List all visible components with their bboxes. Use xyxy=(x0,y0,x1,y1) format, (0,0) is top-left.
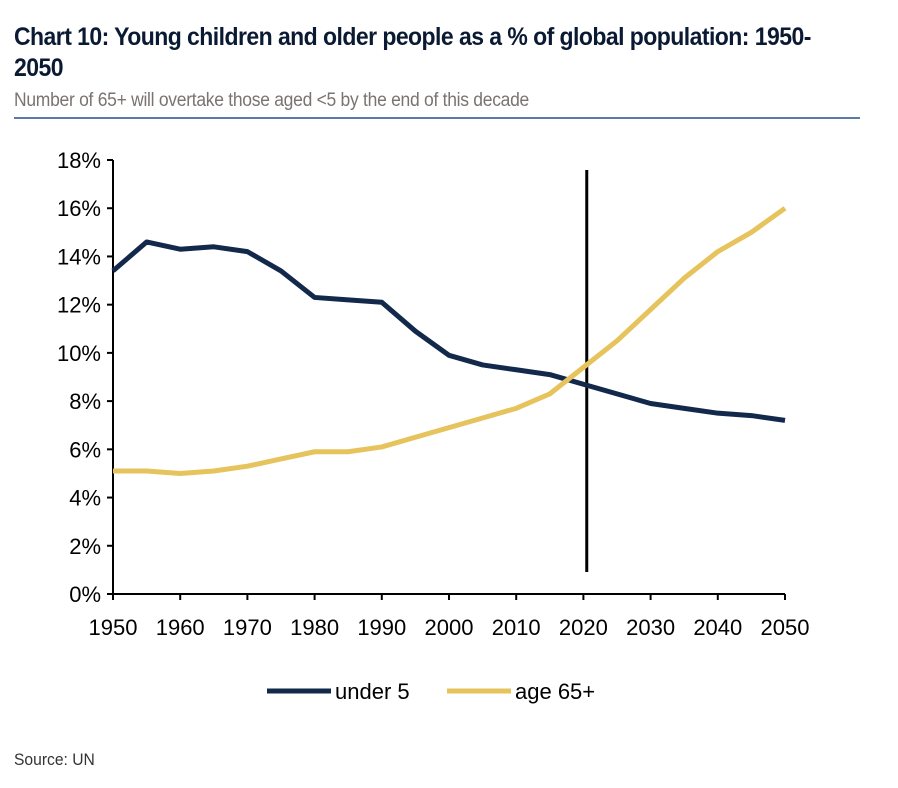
y-tick-label: 12% xyxy=(57,293,101,318)
x-tick-label: 2040 xyxy=(693,615,742,640)
y-tick-label: 10% xyxy=(57,341,101,366)
x-tick-label: 2010 xyxy=(492,615,541,640)
x-tick-label: 2030 xyxy=(626,615,675,640)
y-tick-label: 18% xyxy=(57,148,101,173)
x-tick-label: 1990 xyxy=(357,615,406,640)
y-tick-label: 4% xyxy=(69,486,101,511)
series-line-under-5 xyxy=(111,239,786,423)
x-tick-label: 2020 xyxy=(559,615,608,640)
x-tick-label: 1950 xyxy=(89,615,138,640)
chart-subtitle: Number of 65+ will overtake those aged <… xyxy=(14,90,529,111)
y-tick-label: 0% xyxy=(69,582,101,607)
x-tick-label: 2050 xyxy=(761,615,810,640)
y-tick-label: 8% xyxy=(69,389,101,414)
x-tick-label: 1970 xyxy=(223,615,272,640)
y-tick-label: 16% xyxy=(57,196,101,221)
legend-label: age 65+ xyxy=(515,679,595,704)
x-tick-label: 1960 xyxy=(156,615,205,640)
chart-title: Chart 10: Young children and older peopl… xyxy=(14,23,811,82)
x-tick-label: 2000 xyxy=(425,615,474,640)
y-tick-label: 6% xyxy=(69,437,101,462)
title-divider xyxy=(14,117,860,119)
y-tick-label: 14% xyxy=(57,244,101,269)
source-note: Source: UN xyxy=(14,750,95,769)
x-tick-label: 1980 xyxy=(290,615,339,640)
legend-label: under 5 xyxy=(335,679,410,704)
y-tick-label: 2% xyxy=(69,534,101,559)
